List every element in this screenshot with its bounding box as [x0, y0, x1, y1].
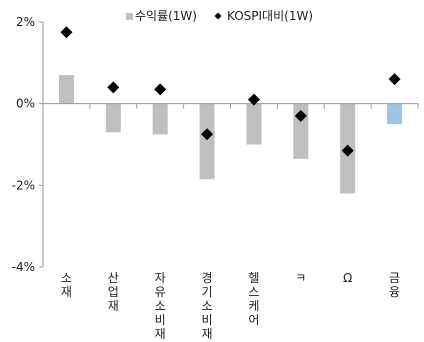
marker-7 [341, 144, 354, 157]
bar-1 [58, 75, 74, 104]
bar-5 [246, 103, 262, 145]
y-tick-label: 2% [16, 15, 35, 29]
category-label: ㅋ [295, 271, 306, 285]
y-tick-label: 0% [16, 97, 35, 111]
return-bars [58, 75, 403, 194]
marker-6 [294, 109, 307, 122]
legend-swatch-kospi-relative [214, 12, 222, 20]
bar-8 [387, 103, 403, 125]
marker-5 [247, 93, 260, 106]
marker-4 [201, 128, 214, 141]
kospi-relative-markers [60, 26, 401, 157]
category-label: Ω [343, 271, 352, 285]
bar-4 [199, 103, 215, 180]
marker-1 [60, 26, 73, 39]
y-tick-label: -2% [12, 178, 35, 192]
y-axis: 2% 0% -2% -4% [12, 15, 44, 274]
legend-swatch-return [126, 13, 133, 20]
chart-legend: 수익률(1W) KOSPI대비(1W) [126, 9, 313, 23]
marker-3 [154, 83, 167, 96]
legend-label-return: 수익률(1W) [135, 9, 197, 23]
bar-2 [105, 103, 121, 133]
marker-2 [107, 81, 120, 94]
x-axis [43, 103, 419, 109]
legend-label-kospi-relative: KOSPI대비(1W) [227, 9, 313, 23]
marker-8 [388, 73, 401, 86]
category-labels: 소 재 산 업 재 자 유 소 비 재 경 기 소 비 재 헬 스 케 어 ㅋ Ω 금 융 [61, 271, 400, 341]
y-tick-label: -4% [12, 260, 35, 274]
bar-3 [152, 103, 168, 135]
